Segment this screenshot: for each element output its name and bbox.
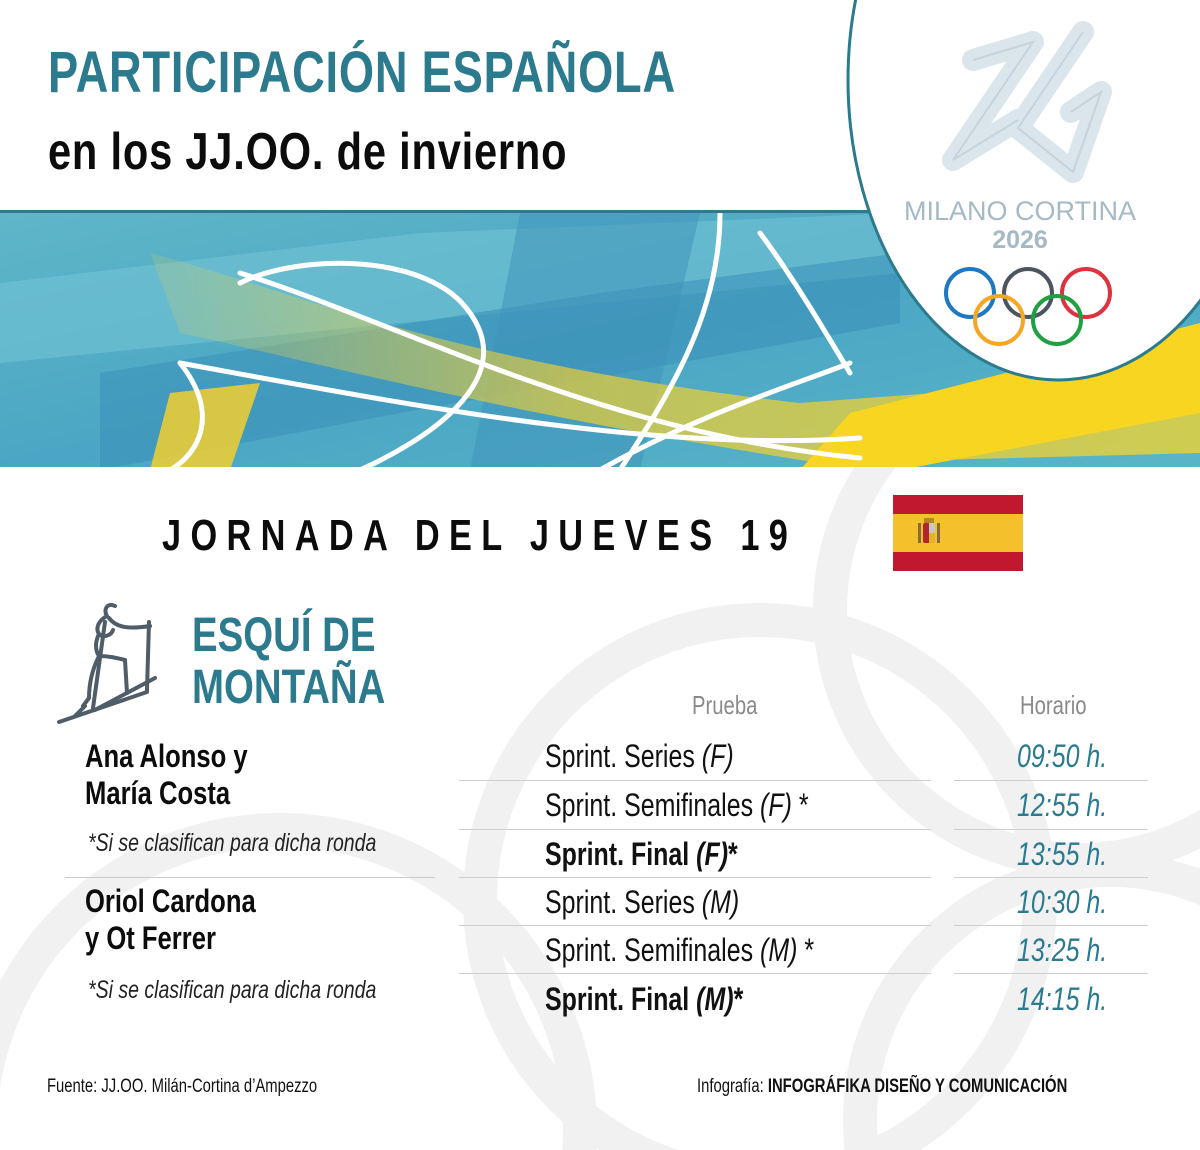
logo-name: MILANO CORTINA [903,196,1137,226]
row-divider [954,925,1148,926]
row-divider [459,973,931,974]
page-subtitle: en los JJ.OO. de invierno [48,123,568,181]
event-row: Sprint. Final (F)* 13:55 h. [0,830,1200,878]
row-divider [954,877,1148,878]
credit-label: Infografía: [697,1076,768,1097]
event-row: Sprint. Final (M)* 14:15 h. [0,975,1200,1023]
event-name: Sprint. Final (M)* [545,981,744,1017]
athlete-pair-women: Ana Alonso y María Costa [85,738,248,812]
event-row: Sprint. Series (F) 09:50 h. [0,732,1200,780]
event-row: Sprint. Series (M) 10:30 h. [0,878,1200,926]
row-divider [459,829,931,830]
sport-title: ESQUÍ DE MONTAÑA [192,610,385,714]
athlete-line: María Costa [85,775,231,811]
event-row: Sprint. Semifinales (F) * 12:55 h. [0,781,1200,829]
row-divider [954,780,1148,781]
event-name: Sprint. Semifinales (F) * [545,787,809,823]
page-title: PARTICIPACIÓN ESPAÑOLA [48,40,676,105]
event-name: Sprint. Series (F) [545,738,734,774]
sport-title-line1: ESQUÍ DE [192,609,376,662]
event-name: Sprint. Semifinales (M) * [545,932,815,968]
column-header-time: Horario [1020,690,1087,720]
ski-mountaineering-icon [57,603,157,724]
milano-cortina-logo [846,0,1200,382]
row-divider [459,877,931,878]
logo-year: 2026 [992,226,1048,254]
sport-title-line2: MONTAÑA [192,661,386,714]
event-time: 13:25 h. [1017,932,1108,968]
event-time: 10:30 h. [1017,884,1108,920]
event-name: Sprint. Series (M) [545,884,740,920]
credit-name: INFOGRÁFIKA DISEÑO Y COMUNICACIÓN [767,1076,1068,1097]
spain-flag-icon [893,495,1023,571]
infographic-credit: Infografía: INFOGRÁFIKA DISEÑO Y COMUNIC… [697,1076,1067,1098]
event-time: 09:50 h. [1017,738,1108,774]
source-credit: Fuente: JJ.OO. Milán-Cortina d’Ampezzo [47,1076,318,1097]
row-divider [954,973,1148,974]
row-divider [459,780,931,781]
event-row: Sprint. Semifinales (M) * 13:25 h. [0,926,1200,974]
event-time: 14:15 h. [1017,981,1108,1017]
day-heading: JORNADA DEL JUEVES 19 [162,511,798,560]
event-name: Sprint. Final (F)* [545,836,738,872]
event-time: 13:55 h. [1017,836,1108,872]
column-header-event: Prueba [692,690,758,720]
row-divider [459,925,931,926]
athlete-line: Ana Alonso y [85,738,248,774]
event-time: 12:55 h. [1017,787,1108,823]
row-divider [954,829,1148,830]
